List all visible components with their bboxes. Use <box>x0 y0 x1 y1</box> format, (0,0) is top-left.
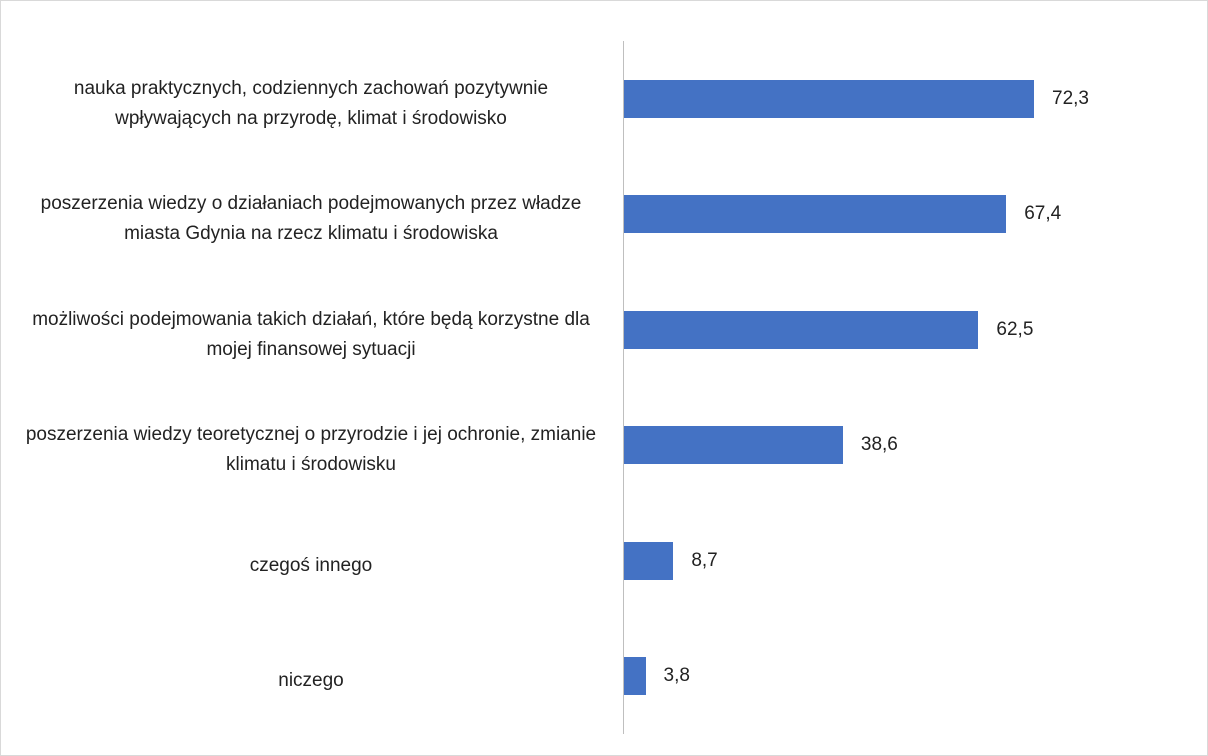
bar <box>624 310 979 349</box>
category-label: nauka praktycznych, codziennych zachowań… <box>73 77 549 129</box>
data-label: 8,7 <box>691 549 718 571</box>
category-axis <box>623 41 624 734</box>
bar <box>624 657 646 696</box>
data-label: 3,8 <box>663 665 690 687</box>
data-label: 38,6 <box>860 434 898 456</box>
bar <box>624 79 1034 118</box>
category-label: poszerzenia wiedzy teoretycznej o przyro… <box>25 424 597 476</box>
bar <box>624 426 843 465</box>
data-label: 72,3 <box>1052 87 1089 109</box>
data-label: 62,5 <box>996 318 1034 340</box>
bar <box>624 541 674 580</box>
category-label: możliwości podejmowania takich działań, … <box>32 308 590 360</box>
bar <box>624 195 1007 234</box>
category-label: czegoś innego <box>249 554 373 576</box>
category-label: niczego <box>278 670 344 692</box>
data-label: 67,4 <box>1024 203 1062 225</box>
category-label: poszerzenia wiedzy o działaniach podejmo… <box>40 193 582 245</box>
